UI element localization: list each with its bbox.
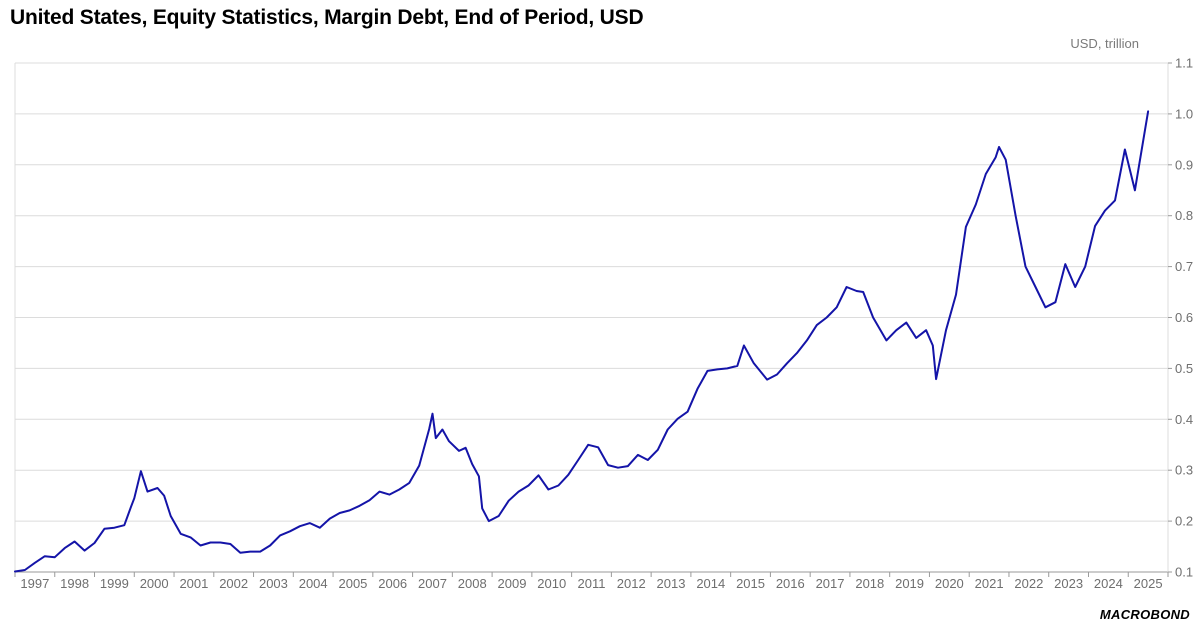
x-tick-label: 2010 xyxy=(537,576,566,591)
y-tick-label: 1.0 xyxy=(1175,106,1193,121)
x-tick-label: 2013 xyxy=(657,576,686,591)
x-tick-label: 1997 xyxy=(20,576,49,591)
y-tick-label: 0.6 xyxy=(1175,310,1193,325)
x-tick-label: 2002 xyxy=(219,576,248,591)
x-tick-label: 2007 xyxy=(418,576,447,591)
y-tick-label: 0.4 xyxy=(1175,412,1193,427)
x-tick-label: 2015 xyxy=(736,576,765,591)
unit-label: USD, trillion xyxy=(1070,36,1139,51)
x-tick-label: 2021 xyxy=(975,576,1004,591)
x-tick-label: 2025 xyxy=(1134,576,1163,591)
y-tick-label: 0.8 xyxy=(1175,208,1193,223)
x-tick-label: 2014 xyxy=(696,576,725,591)
x-axis-ticks: 1997 1998 1999 2000 2001 2002 2003 2004 2005 2006… xyxy=(14,572,1169,591)
y-tick-label: 0.5 xyxy=(1175,361,1193,376)
x-tick-label: 2001 xyxy=(179,576,208,591)
x-tick-label: 2000 xyxy=(140,576,169,591)
x-tick-label: 2017 xyxy=(816,576,845,591)
x-tick-label: 2005 xyxy=(338,576,367,591)
y-tick-label: 0.9 xyxy=(1175,157,1193,172)
y-tick-label: 0.2 xyxy=(1175,514,1193,529)
x-tick-label: 2003 xyxy=(259,576,288,591)
y-tick-label: 0.3 xyxy=(1175,463,1193,478)
x-tick-label: 2018 xyxy=(855,576,884,591)
x-tick-label: 2019 xyxy=(895,576,924,591)
x-tick-label: 2006 xyxy=(378,576,407,591)
y-tick-label: 0.7 xyxy=(1175,259,1193,274)
margin-debt-series-line xyxy=(14,110,1150,573)
grid xyxy=(14,62,1169,573)
x-tick-label: 2012 xyxy=(617,576,646,591)
x-tick-label: 2022 xyxy=(1014,576,1043,591)
x-tick-label: 2024 xyxy=(1094,576,1123,591)
x-tick-label: 1999 xyxy=(100,576,129,591)
macrobond-logo: MACROBOND xyxy=(1099,607,1190,622)
series-group xyxy=(14,110,1150,573)
chart-title: United States, Equity Statistics, Margin… xyxy=(10,6,644,29)
y-axis-ticks: 0.1 0.2 0.3 0.4 0.5 0.6 0.7 0.8 0.9 1.0 1.1 xyxy=(1168,56,1193,580)
x-tick-label: 2008 xyxy=(458,576,487,591)
y-tick-label: 1.1 xyxy=(1175,56,1193,71)
x-tick-label: 2011 xyxy=(578,576,606,591)
x-tick-label: 2009 xyxy=(498,576,527,591)
x-tick-label: 1998 xyxy=(60,576,89,591)
x-tick-label: 2016 xyxy=(776,576,805,591)
x-tick-label: 2020 xyxy=(935,576,964,591)
x-tick-label: 2004 xyxy=(299,576,328,591)
x-tick-label: 2023 xyxy=(1054,576,1083,591)
y-tick-label: 0.1 xyxy=(1175,565,1193,580)
